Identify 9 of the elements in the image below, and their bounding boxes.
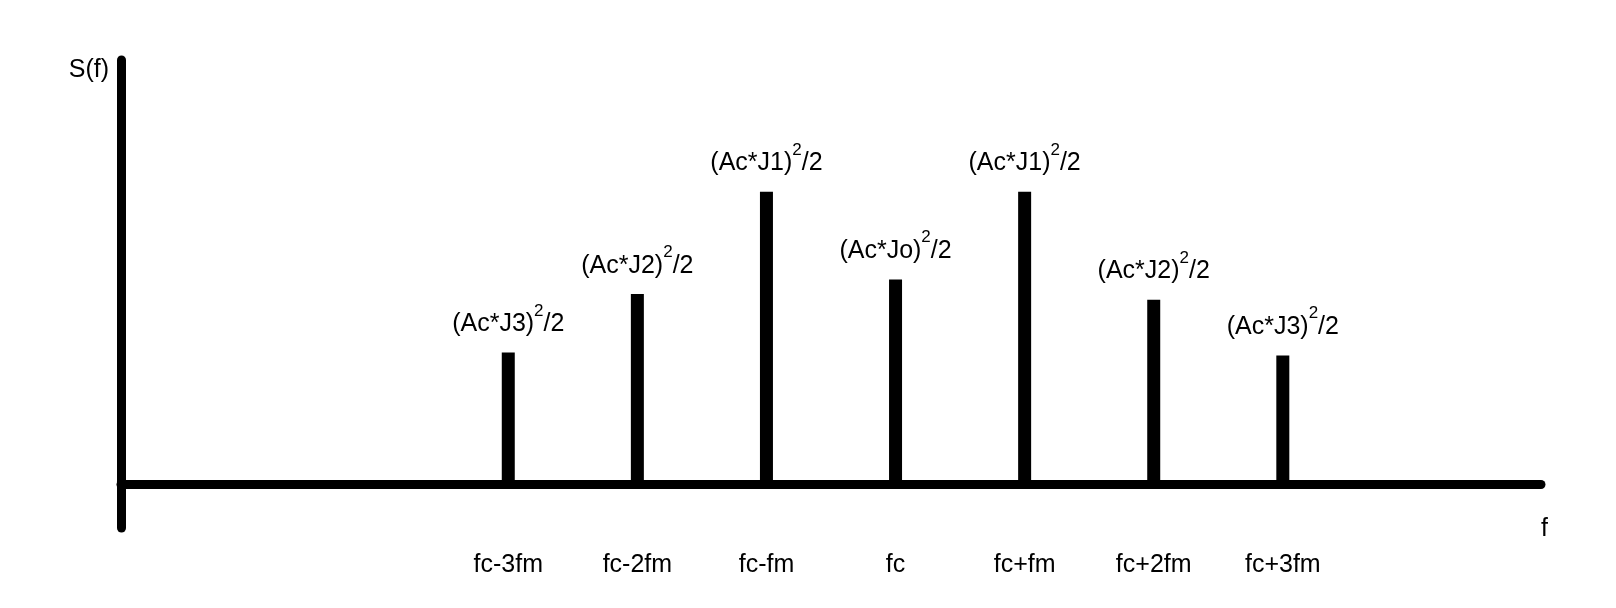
x-tick-label: fc-3fm: [473, 548, 543, 577]
x-tick-label: fc+fm: [993, 548, 1056, 577]
x-tick-label: fc-fm: [738, 548, 795, 577]
x-tick-label: fc: [885, 548, 906, 577]
x-tick-label: fc+3fm: [1244, 548, 1321, 577]
y-axis-title: S(f): [68, 53, 109, 82]
x-tick-label: fc+2fm: [1115, 548, 1192, 577]
x-tick-label: fc-2fm: [602, 548, 673, 577]
x-axis-title: f: [1541, 512, 1548, 541]
